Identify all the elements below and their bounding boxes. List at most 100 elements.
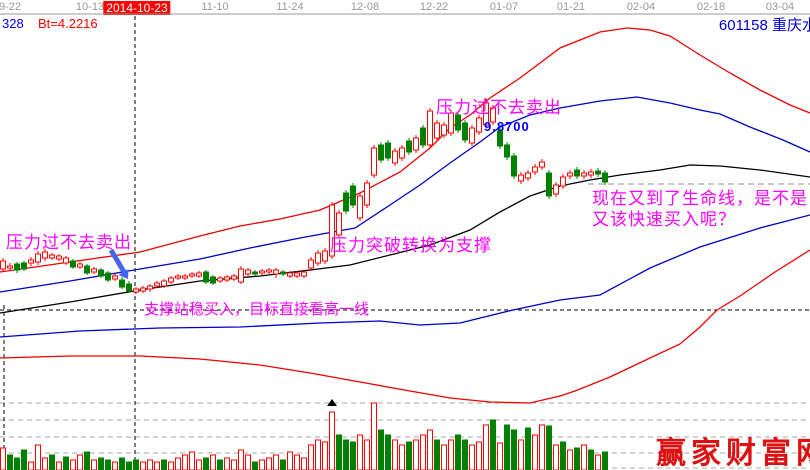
candle-body [154, 282, 160, 287]
volume-bar [105, 459, 111, 470]
stock-code-name: 601158 重庆水 [718, 17, 810, 34]
date-label: 9-22 [0, 1, 22, 13]
candle-body [385, 142, 391, 159]
candle-body [203, 271, 209, 283]
candle-body [455, 114, 461, 131]
candle-body [469, 127, 475, 144]
candle-body [602, 172, 608, 183]
candle-body [119, 279, 125, 288]
candle-body [63, 257, 69, 264]
candle-body [126, 283, 132, 292]
volume-bar [98, 457, 104, 470]
candle-body [434, 122, 440, 139]
candle-body [189, 273, 195, 277]
candle-body [77, 263, 83, 268]
volume-bar [35, 444, 41, 470]
selected-date-label: 2014-10-23 [103, 1, 171, 15]
volume-bar [56, 461, 62, 470]
volume-bar [238, 449, 244, 470]
candle-body [98, 269, 104, 277]
candle-body [504, 144, 510, 158]
volume-bar [483, 424, 489, 470]
volume-bar [119, 457, 125, 470]
volume-bar [175, 457, 181, 470]
candle-body [336, 212, 342, 236]
candle-body [476, 117, 482, 133]
volume-bar [469, 444, 475, 470]
volume-bar [574, 447, 580, 470]
volume-bar [539, 424, 545, 470]
volume-bar [210, 454, 216, 470]
volume-bar [357, 434, 363, 470]
candle-body [322, 250, 328, 262]
volume-bar [259, 459, 265, 470]
date-label: 01-21 [556, 1, 586, 13]
volume-bar [231, 459, 237, 470]
date-label: 11-24 [276, 1, 304, 13]
volume-bar [378, 429, 384, 470]
candle-body [0, 260, 6, 270]
volume-bar [112, 461, 118, 470]
volume-bar [154, 461, 160, 470]
candle-body [56, 255, 62, 260]
candle-body [315, 252, 321, 264]
volume-bar [343, 439, 349, 470]
candle-body [581, 172, 587, 177]
lower-red-band [0, 249, 810, 404]
volume-bar [287, 451, 293, 470]
candle-body [378, 144, 384, 161]
candle-body [91, 268, 97, 273]
candle-body [420, 127, 426, 146]
annotation-buy-support: 支撑站稳买入，目标直接看高一线 [144, 301, 370, 318]
candle-body [259, 270, 265, 274]
annotation-support-convert: 压力突破转换为支撑 [330, 236, 492, 255]
volume-bar [301, 457, 307, 470]
volume-bar [602, 451, 608, 470]
candle-body [105, 272, 111, 281]
volume-bar [553, 444, 559, 470]
candle-body [574, 169, 580, 177]
candle-body [273, 269, 279, 275]
volume-bar [126, 461, 132, 470]
volume-bar [245, 454, 251, 470]
volume-bar [273, 454, 279, 470]
annotation-lifeline-line1: 现在又到了生命线，是不是 [592, 189, 808, 208]
candle-body [182, 275, 188, 279]
volume-bar [133, 459, 139, 470]
candle-body [560, 176, 566, 187]
volume-bar [406, 441, 412, 470]
date-label: 12-08 [350, 1, 380, 13]
volume-bar [581, 444, 587, 470]
volume-bar [511, 429, 517, 470]
volume-bar [441, 444, 447, 470]
volume-bar [392, 439, 398, 470]
volume-signal-triangle [327, 399, 337, 406]
volume-bar [364, 439, 370, 470]
volume-bar [196, 459, 202, 470]
candle-body [497, 130, 503, 147]
annotation-lifeline-line2: 又该快速买入呢？ [592, 210, 736, 229]
upper-blue-band [0, 96, 810, 293]
candle-body [231, 275, 237, 280]
volume-bar [147, 459, 153, 470]
date-label: 02-18 [696, 1, 726, 13]
candle-body [287, 272, 293, 277]
candle-body [133, 288, 139, 293]
volume-bar [182, 454, 188, 470]
candle-body [462, 122, 468, 141]
volume-bar [504, 424, 510, 470]
lower-blue-band [0, 214, 810, 338]
candle-body [84, 265, 90, 274]
left-number: 328 [2, 16, 24, 31]
volume-bar [427, 429, 433, 470]
candle-body [308, 259, 314, 269]
candle-body [266, 269, 272, 273]
candle-body [224, 276, 230, 281]
date-label: 10-13 [75, 1, 105, 13]
volume-bar [385, 434, 391, 470]
candle-body [357, 195, 363, 219]
candle-body [343, 192, 349, 212]
volume-bar [588, 449, 594, 470]
upper-red-band [0, 27, 810, 273]
